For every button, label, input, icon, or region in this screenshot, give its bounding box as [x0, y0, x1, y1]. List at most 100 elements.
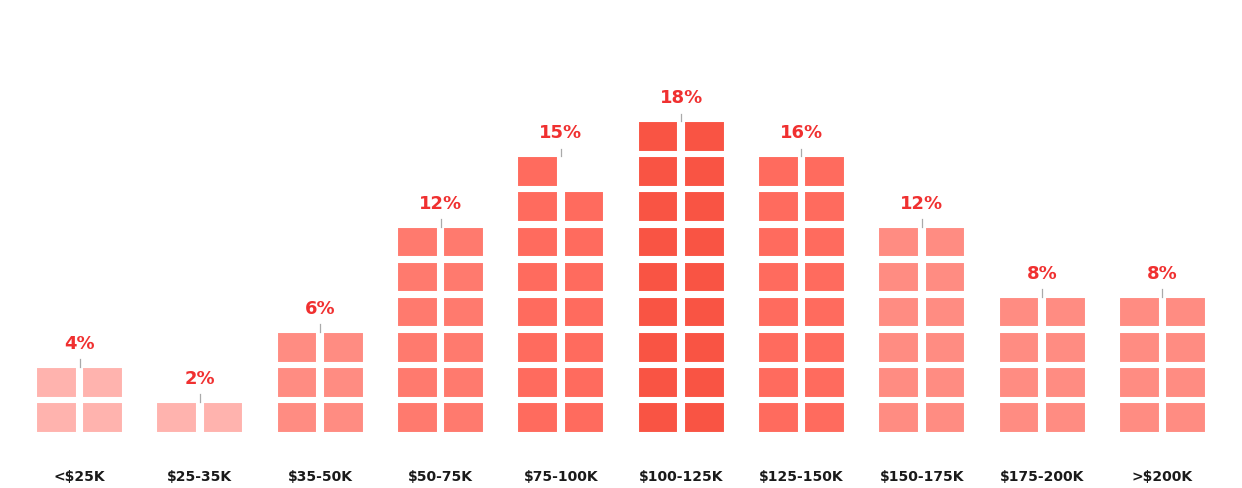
FancyBboxPatch shape: [924, 226, 965, 257]
Text: 2%: 2%: [185, 370, 215, 388]
FancyBboxPatch shape: [36, 402, 77, 433]
FancyBboxPatch shape: [805, 402, 845, 433]
FancyBboxPatch shape: [1165, 402, 1206, 433]
FancyBboxPatch shape: [684, 367, 725, 398]
FancyBboxPatch shape: [277, 402, 318, 433]
FancyBboxPatch shape: [1119, 332, 1160, 363]
FancyBboxPatch shape: [684, 122, 725, 152]
FancyBboxPatch shape: [805, 297, 845, 327]
FancyBboxPatch shape: [999, 332, 1040, 363]
FancyBboxPatch shape: [924, 262, 965, 292]
Text: 15%: 15%: [539, 124, 582, 142]
FancyBboxPatch shape: [805, 191, 845, 222]
FancyBboxPatch shape: [878, 332, 919, 363]
FancyBboxPatch shape: [805, 156, 845, 187]
Text: 12%: 12%: [900, 195, 944, 213]
Text: 6%: 6%: [304, 300, 335, 318]
FancyBboxPatch shape: [443, 332, 484, 363]
FancyBboxPatch shape: [323, 402, 364, 433]
FancyBboxPatch shape: [999, 402, 1040, 433]
FancyBboxPatch shape: [805, 226, 845, 257]
Text: <$25K: <$25K: [53, 470, 106, 484]
FancyBboxPatch shape: [517, 297, 558, 327]
Text: 18%: 18%: [660, 89, 703, 107]
FancyBboxPatch shape: [684, 262, 725, 292]
FancyBboxPatch shape: [517, 191, 558, 222]
FancyBboxPatch shape: [1165, 332, 1206, 363]
Text: $100-125K: $100-125K: [638, 470, 723, 484]
FancyBboxPatch shape: [805, 332, 845, 363]
FancyBboxPatch shape: [564, 402, 605, 433]
FancyBboxPatch shape: [82, 402, 123, 433]
Text: 4%: 4%: [65, 335, 94, 353]
FancyBboxPatch shape: [758, 156, 799, 187]
FancyBboxPatch shape: [517, 156, 558, 187]
FancyBboxPatch shape: [1045, 332, 1086, 363]
FancyBboxPatch shape: [805, 262, 845, 292]
FancyBboxPatch shape: [36, 367, 77, 398]
FancyBboxPatch shape: [564, 367, 605, 398]
FancyBboxPatch shape: [564, 332, 605, 363]
FancyBboxPatch shape: [156, 402, 197, 433]
Text: $75-100K: $75-100K: [524, 470, 599, 484]
FancyBboxPatch shape: [564, 262, 605, 292]
FancyBboxPatch shape: [637, 226, 678, 257]
Text: 16%: 16%: [780, 124, 823, 142]
FancyBboxPatch shape: [1119, 297, 1160, 327]
FancyBboxPatch shape: [637, 191, 678, 222]
FancyBboxPatch shape: [878, 262, 919, 292]
FancyBboxPatch shape: [924, 402, 965, 433]
FancyBboxPatch shape: [517, 226, 558, 257]
Text: 8%: 8%: [1027, 265, 1057, 283]
FancyBboxPatch shape: [637, 367, 678, 398]
FancyBboxPatch shape: [323, 332, 364, 363]
FancyBboxPatch shape: [1165, 297, 1206, 327]
FancyBboxPatch shape: [637, 262, 678, 292]
FancyBboxPatch shape: [277, 332, 318, 363]
FancyBboxPatch shape: [277, 367, 318, 398]
FancyBboxPatch shape: [564, 297, 605, 327]
FancyBboxPatch shape: [397, 332, 437, 363]
FancyBboxPatch shape: [758, 191, 799, 222]
FancyBboxPatch shape: [684, 332, 725, 363]
FancyBboxPatch shape: [684, 226, 725, 257]
FancyBboxPatch shape: [1045, 402, 1086, 433]
FancyBboxPatch shape: [878, 226, 919, 257]
FancyBboxPatch shape: [758, 332, 799, 363]
FancyBboxPatch shape: [517, 402, 558, 433]
Text: $150-175K: $150-175K: [879, 470, 964, 484]
FancyBboxPatch shape: [517, 332, 558, 363]
FancyBboxPatch shape: [637, 122, 678, 152]
Text: 12%: 12%: [419, 195, 462, 213]
FancyBboxPatch shape: [517, 367, 558, 398]
FancyBboxPatch shape: [637, 156, 678, 187]
FancyBboxPatch shape: [443, 297, 484, 327]
FancyBboxPatch shape: [397, 367, 437, 398]
FancyBboxPatch shape: [999, 367, 1040, 398]
FancyBboxPatch shape: [805, 367, 845, 398]
FancyBboxPatch shape: [1119, 402, 1160, 433]
FancyBboxPatch shape: [1119, 367, 1160, 398]
FancyBboxPatch shape: [564, 191, 605, 222]
Text: $25-35K: $25-35K: [168, 470, 232, 484]
FancyBboxPatch shape: [684, 156, 725, 187]
FancyBboxPatch shape: [517, 262, 558, 292]
FancyBboxPatch shape: [924, 332, 965, 363]
FancyBboxPatch shape: [323, 367, 364, 398]
FancyBboxPatch shape: [684, 297, 725, 327]
Text: 8%: 8%: [1148, 265, 1177, 283]
Text: $35-50K: $35-50K: [288, 470, 353, 484]
FancyBboxPatch shape: [443, 226, 484, 257]
FancyBboxPatch shape: [924, 367, 965, 398]
FancyBboxPatch shape: [758, 367, 799, 398]
FancyBboxPatch shape: [1165, 367, 1206, 398]
FancyBboxPatch shape: [878, 402, 919, 433]
FancyBboxPatch shape: [443, 367, 484, 398]
FancyBboxPatch shape: [758, 226, 799, 257]
FancyBboxPatch shape: [443, 262, 484, 292]
FancyBboxPatch shape: [637, 297, 678, 327]
FancyBboxPatch shape: [443, 402, 484, 433]
FancyBboxPatch shape: [878, 297, 919, 327]
FancyBboxPatch shape: [1045, 367, 1086, 398]
Text: $125-150K: $125-150K: [759, 470, 843, 484]
